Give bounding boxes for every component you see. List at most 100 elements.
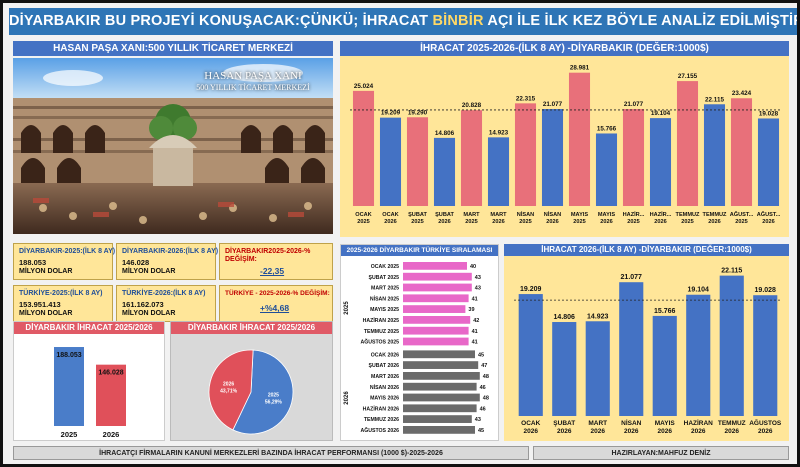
bar (730, 98, 753, 206)
stat-unit: MİLYON DOLAR (19, 310, 73, 317)
rank-label: MART 2025 (371, 286, 399, 292)
x-tick-label: TEMMUZ (718, 420, 746, 427)
rank-value: 48 (483, 396, 489, 402)
x-tick-year: 2026 (658, 428, 673, 435)
page-title: DİYARBAKIR BU PROJEYİ KONUŞACAK:ÇÜNKÜ; İ… (9, 8, 797, 35)
x-tick-year: 2026 (624, 428, 639, 435)
bar (487, 137, 510, 206)
monthly-bar-chart: 25.024OCAK202519.209OCAK202619.290ŞUBAT2… (350, 65, 782, 225)
stat-diyarbakir-2025: DİYARBAKIR-2025:(İLK 8 AY) 188.053 MİLYO… (13, 243, 116, 280)
stat-value: 161.162.073 (122, 300, 164, 309)
stat-diyarbakir-change: DİYARBAKIR2025-2026-% DEĞİŞİM: -22,35 (219, 243, 333, 280)
bar (719, 275, 744, 416)
x-tick-year: 2025 (519, 219, 531, 225)
bar (757, 118, 780, 206)
bar (585, 321, 610, 416)
rank-bar (403, 404, 477, 413)
stat-value: 153.951.413 (19, 300, 61, 309)
x-tick-year: 2025 (735, 219, 747, 225)
bar (460, 110, 483, 206)
stat-label: DİYARBAKIR-2025:(İLK 8 AY) (19, 248, 116, 255)
x-tick-label: ŞUBAT (435, 212, 454, 218)
bar (652, 315, 677, 416)
bar (433, 137, 456, 206)
chart-2026-title: İHRACAT 2026-(İLK 8 AY) -DİYARBAKIR (DEĞ… (504, 244, 789, 256)
bar-value-label: 14.923 (587, 313, 609, 320)
rank-value: 41 (472, 296, 478, 302)
x-tick-label: AĞUSTOS (749, 418, 782, 427)
x-tick-year: 2025 (357, 219, 369, 225)
x-tick-year: 2026 (762, 219, 774, 225)
x-tick-year: 2026 (384, 219, 396, 225)
stat-value: 188.053 (19, 258, 47, 267)
bar-value-label: 19.104 (688, 287, 710, 294)
stat-unit: MİLYON DOLAR (19, 268, 73, 275)
x-tick-year: 2025 (681, 219, 693, 225)
rank-bar (403, 382, 477, 391)
group-label-2025: 2025 (344, 301, 350, 315)
chart-2026-panel: İHRACAT 2026-(İLK 8 AY) -DİYARBAKIR (DEĞ… (504, 244, 789, 441)
title-part2: AÇI İLE İLK KEZ BÖYLE ANALİZ EDİLMİŞTİR (483, 13, 797, 29)
pie-slice (232, 349, 294, 435)
bar-value-label: 27.155 (678, 73, 698, 80)
x-tick-label: 2026 (103, 430, 120, 439)
stat-label: DİYARBAKIR-2026:(İLK 8 AY) (122, 248, 219, 255)
rank-bar (403, 393, 480, 402)
bar-value-label: 28.981 (570, 65, 590, 72)
rank-label: NİSAN 2025 (370, 295, 399, 302)
rank-label: NİSAN 2026 (370, 384, 399, 391)
bar-value-label: 146.028 (98, 370, 123, 377)
rank-value: 48 (483, 374, 489, 380)
stat-unit: MİLYON DOLAR (122, 310, 176, 317)
stat-label: TÜRKİYE-2025:(İLK 8 AY) (19, 290, 103, 297)
x-tick-label: ŞUBAT (553, 420, 575, 427)
title-highlight: BİNBİR (432, 13, 484, 29)
x-tick-year: 2026 (438, 219, 450, 225)
bar (552, 322, 577, 416)
rank-bar (403, 337, 469, 346)
rank-value: 47 (481, 363, 487, 369)
bar (406, 117, 429, 206)
rank-value: 39 (468, 307, 474, 313)
x-tick-year: 2026 (725, 428, 740, 435)
bar (568, 72, 591, 206)
x-tick-year: 2026 (691, 428, 706, 435)
x-tick-label: MAYIS (571, 212, 588, 218)
bar-value-label: 15.766 (654, 308, 676, 315)
rank-label: TEMMUZ 2026 (364, 417, 399, 423)
rank-value: 45 (478, 352, 484, 358)
rank-bar (403, 283, 472, 292)
pie-title: DİYARBAKIR İHRACAT 2025/2026 (171, 322, 332, 334)
stat-unit: MİLYON DOLAR (122, 268, 176, 275)
bar-value-label: 22.115 (705, 96, 724, 103)
bar-value-label: 19.028 (759, 110, 779, 117)
stat-turkiye-2025: TÜRKİYE-2025:(İLK 8 AY) 153.951.413 MİLY… (13, 285, 113, 322)
stat-label-2: DEĞİŞİM: (225, 256, 257, 263)
bar (96, 364, 126, 426)
rank-bar (403, 294, 469, 303)
x-tick-label: NİSAN (621, 419, 642, 427)
rank-value: 43 (475, 286, 481, 292)
footer-source: İHRACATÇI FİRMALARIN KANUNİ MERKEZLERİ B… (13, 446, 529, 460)
bar-value-label: 19.290 (408, 109, 428, 116)
x-tick-year: 2026 (591, 428, 606, 435)
bar (619, 282, 644, 416)
rank-value: 46 (480, 385, 486, 391)
rank-value: 41 (472, 340, 478, 346)
x-tick-label: TEMMUZ (703, 212, 728, 218)
x-tick-year: 2025 (411, 219, 423, 225)
rank-value: 42 (473, 318, 479, 324)
rank-label: ŞUBAT 2025 (369, 275, 400, 281)
x-tick-year: 2025 (465, 219, 477, 225)
bar (518, 294, 543, 416)
stat-label: TÜRKİYE-2026:(İLK 8 AY) (122, 290, 206, 297)
bar (352, 90, 375, 206)
bar (541, 109, 564, 206)
bar (676, 81, 699, 206)
bar-value-label: 22.315 (516, 95, 536, 102)
x-tick-year: 2026 (524, 428, 539, 435)
courtyard-illustration (13, 58, 333, 234)
bar (703, 104, 726, 206)
